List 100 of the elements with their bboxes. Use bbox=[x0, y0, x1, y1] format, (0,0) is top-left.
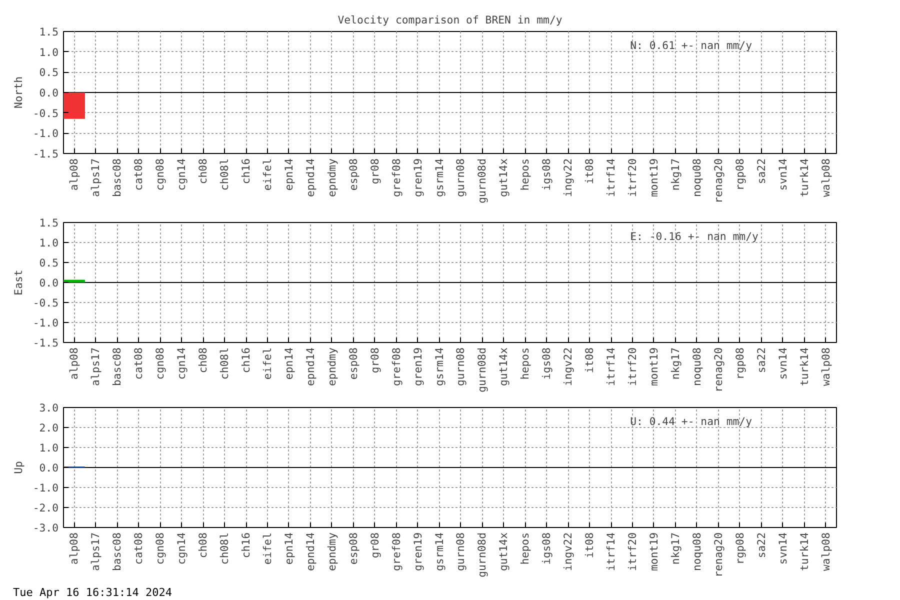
x-tick-label: it08 bbox=[583, 347, 596, 374]
x-tick-label: basc08 bbox=[110, 347, 124, 386]
x-tick-label: gurn08 bbox=[454, 158, 468, 197]
x-tick-label: cgn14 bbox=[175, 158, 188, 191]
x-tick-label: esp08 bbox=[346, 532, 360, 565]
x-tick-label: renag20 bbox=[712, 347, 725, 392]
x-tick-label: walp08 bbox=[819, 532, 832, 571]
x-tick-label: epnd14 bbox=[304, 347, 317, 386]
x-tick-label: turk14 bbox=[798, 347, 811, 386]
y-axis-title: Up bbox=[12, 461, 25, 474]
x-tick-label: gr08 bbox=[368, 158, 382, 184]
x-tick-label: gref08 bbox=[390, 158, 403, 197]
x-tick-label: gurn08d bbox=[476, 347, 489, 392]
x-tick-label: alps17 bbox=[89, 532, 102, 571]
x-tick-label: gren19 bbox=[411, 532, 424, 571]
x-tick-label: alp08 bbox=[68, 158, 81, 191]
y-tick-label: -3.0 bbox=[32, 522, 59, 534]
y-tick-label: 3.0 bbox=[39, 402, 59, 414]
x-tick-label: noqu08 bbox=[690, 347, 704, 386]
x-tick-label: hepos bbox=[518, 348, 532, 380]
x-tick-label: gurn08d bbox=[476, 532, 489, 578]
x-tick-label: basc08 bbox=[110, 532, 124, 571]
x-tick-label: itrf20 bbox=[626, 532, 640, 571]
x-tick-label: itrf20 bbox=[626, 347, 640, 386]
x-tick-label: gut14x bbox=[497, 532, 510, 571]
y-tick-label: 2.0 bbox=[39, 422, 59, 434]
x-tick-label: turk14 bbox=[798, 532, 811, 571]
x-tick-label: cgn08 bbox=[154, 532, 167, 565]
x-tick-label: noqu08 bbox=[690, 158, 704, 197]
x-tick-label: itrf14 bbox=[604, 347, 618, 386]
x-tick-label: renag20 bbox=[712, 158, 725, 204]
x-tick-label: ch08 bbox=[196, 532, 210, 558]
x-tick-label: rgp08 bbox=[733, 348, 746, 380]
x-tick-label: epn14 bbox=[282, 348, 296, 380]
x-tick-label: rgp08 bbox=[733, 158, 746, 191]
x-tick-label: sa22 bbox=[754, 532, 768, 558]
x-tick-label: cat08 bbox=[132, 158, 146, 191]
y-tick-label: -1.0 bbox=[32, 316, 59, 330]
x-tick-label: itrf14 bbox=[604, 158, 618, 197]
y-tick-label: -0.5 bbox=[32, 106, 59, 120]
x-tick-label: cgn08 bbox=[154, 158, 167, 191]
x-tick-label: ingv22 bbox=[562, 347, 575, 386]
x-tick-label: hepos bbox=[518, 532, 532, 565]
x-tick-label: alps17 bbox=[89, 158, 102, 197]
x-tick-label: mont19 bbox=[647, 158, 660, 197]
x-tick-label: epndmy bbox=[325, 532, 338, 571]
annotation: N: 0.61 +- nan mm/y bbox=[630, 39, 752, 52]
x-tick-label: gut14x bbox=[497, 158, 510, 197]
x-tick-label: cgn14 bbox=[175, 348, 188, 380]
x-tick-label: ingv22 bbox=[562, 158, 575, 197]
x-tick-label: igs08 bbox=[540, 348, 554, 380]
y-tick-label: 1.0 bbox=[39, 46, 59, 59]
text: Tue Apr 16 16:31:14 2024 bbox=[13, 585, 172, 600]
x-tick-label: cgn14 bbox=[175, 532, 188, 565]
y-tick-label: -1.0 bbox=[32, 127, 59, 140]
x-tick-label: svn14 bbox=[776, 158, 790, 191]
x-tick-label: basc08 bbox=[110, 158, 124, 197]
x-tick-label: ingv22 bbox=[562, 532, 575, 571]
x-tick-label: cat08 bbox=[132, 532, 146, 565]
x-tick-label: alp08 bbox=[68, 348, 81, 380]
x-tick-label: hepos bbox=[518, 158, 532, 191]
x-tick-label: sa22 bbox=[754, 347, 768, 374]
x-tick-label: nkg17 bbox=[668, 158, 682, 191]
x-tick-label: gr08 bbox=[368, 532, 382, 558]
x-tick-label: mont19 bbox=[647, 532, 660, 571]
x-tick-label: svn14 bbox=[776, 348, 790, 380]
x-tick-label: esp08 bbox=[346, 158, 360, 191]
y-tick-label: 0.0 bbox=[39, 86, 59, 100]
x-tick-label: epnd14 bbox=[304, 532, 317, 571]
x-tick-label: sa22 bbox=[754, 158, 768, 184]
x-tick-label: it08 bbox=[583, 158, 596, 184]
x-tick-label: epnd14 bbox=[304, 158, 317, 197]
annotation: U: 0.44 +- nan mm/y bbox=[630, 414, 752, 428]
y-tick-label: -0.5 bbox=[32, 296, 59, 310]
x-tick-label: gref08 bbox=[390, 532, 403, 571]
x-tick-label: ch08 bbox=[196, 158, 210, 184]
y-tick-label: 0.0 bbox=[39, 462, 59, 474]
annotation: E: -0.16 +- nan mm/y bbox=[630, 230, 758, 243]
x-tick-label: ch08l bbox=[218, 158, 232, 191]
chart-title: Velocity comparison of BREN in mm/y bbox=[338, 14, 562, 26]
y-axis-title: North bbox=[12, 76, 25, 109]
x-tick-label: walp08 bbox=[819, 158, 832, 197]
x-tick-label: it08 bbox=[583, 532, 596, 558]
x-tick-label: itrf14 bbox=[604, 532, 618, 571]
y-tick-label: 0.5 bbox=[39, 256, 59, 270]
y-tick-label: 0.0 bbox=[39, 276, 59, 290]
x-tick-label: ch08 bbox=[196, 347, 210, 374]
x-tick-label: alp08 bbox=[68, 532, 81, 565]
x-tick-label: eifel bbox=[260, 158, 274, 191]
y-tick-label: -1.0 bbox=[32, 482, 59, 494]
y-tick-label: 1.0 bbox=[39, 236, 59, 250]
y-tick-label: 0.5 bbox=[39, 66, 59, 80]
x-tick-label: mont19 bbox=[647, 347, 660, 386]
x-tick-label: ch16 bbox=[240, 347, 253, 374]
x-tick-label: cgn08 bbox=[154, 348, 167, 380]
y-tick-label: -2.0 bbox=[32, 502, 59, 514]
x-tick-label: esp08 bbox=[346, 348, 360, 380]
x-tick-label: itrf20 bbox=[626, 158, 640, 197]
x-tick-label: rgp08 bbox=[733, 532, 746, 565]
x-tick-label: gsrm14 bbox=[432, 158, 446, 197]
